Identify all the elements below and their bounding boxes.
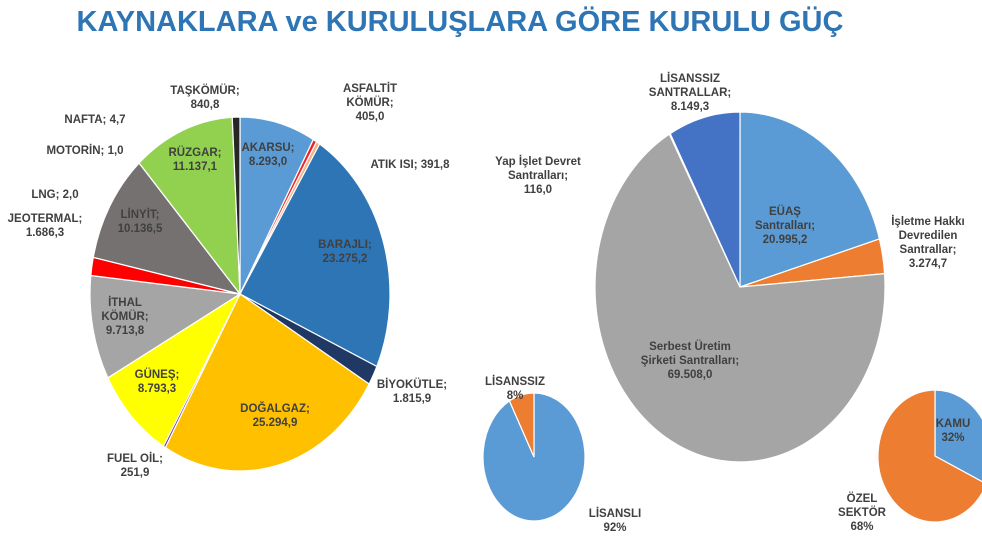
pie-slice <box>164 293 370 472</box>
slice-value: 3.274,7 <box>908 258 948 270</box>
slice-value: 8.293,0 <box>248 156 288 168</box>
slice-value: 10.136,5 <box>117 223 163 235</box>
slice-label: RÜZGAR; 11.137,1 <box>150 146 240 174</box>
slice-label: MOTORİN; 1,0 <box>25 144 145 158</box>
slice-name: ATIK ISI; <box>370 159 418 171</box>
slice-value: 840,8 <box>190 99 220 111</box>
slice-value: 4,7 <box>109 114 126 126</box>
slice-value: 8% <box>506 390 524 402</box>
slice-value: 11.137,1 <box>172 161 218 173</box>
slice-name: ÖZEL SEKTÖR <box>838 493 886 519</box>
slice-name: LİSANSSIZ SANTRALLAR; <box>648 73 732 99</box>
slice-value: 20.995,2 <box>762 234 808 246</box>
slice-label: Serbest Üretim Şirketi Santralları; 69.50… <box>635 340 745 382</box>
slice-name: Yap İşlet Devret Santralları; <box>495 156 581 182</box>
pie-slice <box>239 116 315 295</box>
slice-label: JEOTERMAL; 1.686,3 <box>0 212 95 240</box>
slice-name: BARAJLI; <box>318 239 372 251</box>
slice-name: JEOTERMAL; <box>7 213 83 225</box>
slice-value: 32% <box>941 432 965 444</box>
slice-label: GÜNEŞ; 8.793,3 <box>117 368 197 396</box>
slice-name: DOĞALGAZ; <box>240 403 310 415</box>
slice-label: ÖZEL SEKTÖR 68% <box>832 492 892 534</box>
slice-value: 8.793,3 <box>137 383 177 395</box>
slice-value: 1.686,3 <box>25 227 65 239</box>
slice-label: ATIK ISI; 391,8 <box>345 158 475 172</box>
slice-name: BİYOKÜTLE; <box>376 379 448 391</box>
slice-name: EÜAŞ Santralları; <box>754 206 816 232</box>
slice-name: LİSANSLI <box>588 508 642 520</box>
pie-slice <box>934 389 982 483</box>
slice-label: EÜAŞ Santralları; 20.995,2 <box>740 205 830 247</box>
page-title: KAYNAKLARA ve KURULUŞLARA GÖRE KURULU GÜ… <box>76 6 844 38</box>
slice-name: ASFALTİT KÖMÜR; <box>342 83 398 109</box>
pie-slice <box>877 389 982 523</box>
slice-label: AKARSU; 8.293,0 <box>233 141 303 169</box>
slice-value: 391,8 <box>420 159 450 171</box>
slice-name: LİSANSSIZ <box>484 376 546 388</box>
slice-name: FUEL OİL; <box>106 453 163 465</box>
slice-name: RÜZGAR; <box>168 147 222 159</box>
slice-label: Yap İşlet Devret Santralları; 116,0 <box>478 155 598 197</box>
slice-value: 69.508,0 <box>667 369 713 381</box>
slice-name: LNG; <box>31 189 60 201</box>
pie-slice <box>231 116 241 295</box>
slice-name: İşletme Hakkı Devredilen Santrallar; <box>891 216 965 256</box>
slice-value: 25.294,9 <box>252 417 298 429</box>
slice-value: 251,9 <box>120 467 150 479</box>
slice-label: TAŞKÖMÜR; 840,8 <box>165 84 245 112</box>
slice-label: ASFALTİT KÖMÜR; 405,0 <box>335 82 405 124</box>
slice-label: NAFTA; 4,7 <box>35 113 155 127</box>
slice-value: 116,0 <box>523 184 553 196</box>
pie-slice <box>739 111 881 288</box>
pie-slice <box>508 392 535 458</box>
slice-label: KAMU 32% <box>928 417 978 445</box>
slice-value: 68% <box>850 521 874 533</box>
pie-slice <box>138 116 241 296</box>
slice-label: FUEL OİL; 251,9 <box>95 452 175 480</box>
pie-slice <box>89 274 242 379</box>
slice-label: LİSANSSIZ SANTRALLAR; 8.149,3 <box>635 72 745 114</box>
pie-slice <box>594 133 886 463</box>
pie-slice <box>669 111 741 288</box>
slice-value: 405,0 <box>355 111 385 123</box>
slice-label: BARAJLI; 23.275,2 <box>300 238 390 266</box>
pie-slice <box>92 162 242 296</box>
slice-name: KAMU <box>935 418 971 430</box>
slice-value: 9.713,8 <box>105 325 145 337</box>
slice-name: MOTORİN; <box>46 145 105 157</box>
slice-value: 1.815,9 <box>392 393 432 405</box>
slice-name: Serbest Üretim Şirketi Santralları; <box>640 341 740 367</box>
slice-label: LİSANSSIZ 8% <box>480 375 550 403</box>
slice-label: İşletme Hakkı Devredilen Santrallar; 3.27… <box>878 215 978 271</box>
slice-name: AKARSU; <box>241 142 295 154</box>
pie-slice <box>239 143 391 368</box>
slice-name: LİNYİT; <box>120 209 160 221</box>
slice-value: 92% <box>603 522 627 534</box>
slice-label: İTHAL KÖMÜR; 9.713,8 <box>85 296 165 338</box>
slice-name: İTHAL KÖMÜR; <box>101 297 149 323</box>
slice-label: LİSANSLI 92% <box>585 507 645 535</box>
slice-value: 2,0 <box>62 189 79 201</box>
slice-value: 23.275,2 <box>322 253 368 265</box>
slice-value: 1,0 <box>107 145 124 157</box>
slice-label: DOĞALGAZ; 25.294,9 <box>220 402 330 430</box>
slice-value: 8.149,3 <box>670 101 710 113</box>
pie-slice <box>107 292 242 448</box>
slice-label: LİNYİT; 10.136,5 <box>95 208 185 236</box>
slice-label: BİYOKÜTLE; 1.815,9 <box>367 378 457 406</box>
slice-name: NAFTA; <box>64 114 107 126</box>
slice-label: LNG; 2,0 <box>10 188 100 202</box>
slice-name: GÜNEŞ; <box>134 369 180 381</box>
slice-name: TAŞKÖMÜR; <box>170 85 240 97</box>
